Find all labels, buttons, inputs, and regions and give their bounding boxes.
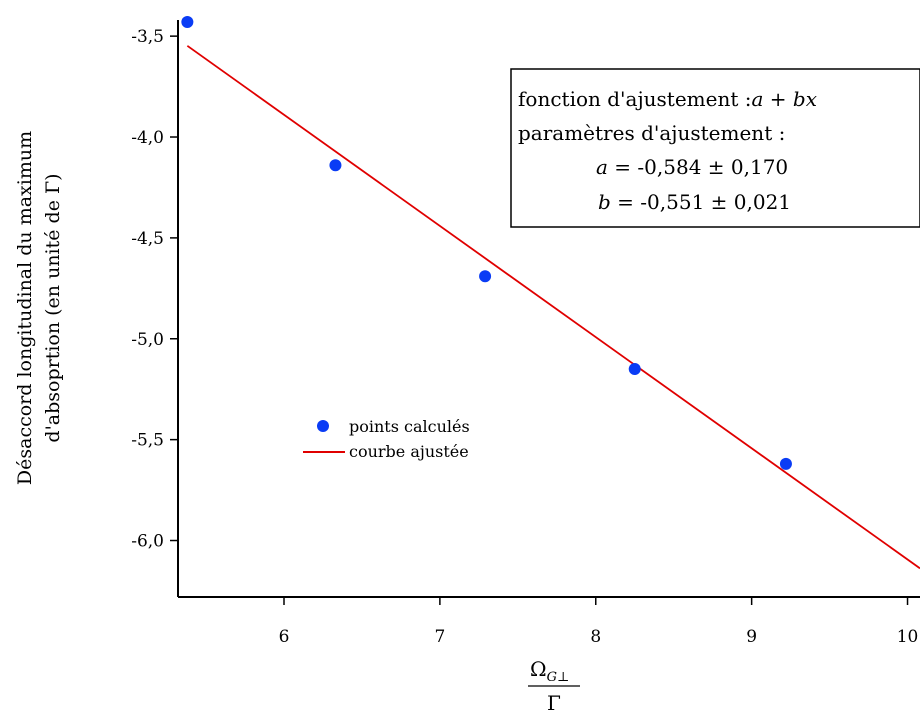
fit-parameter-b: b = -0,551 ± 0,021 — [598, 190, 791, 214]
y-axis-label-line1: Désaccord longitudinal du maximum — [14, 131, 36, 485]
legend-label-points: points calculés — [349, 417, 470, 436]
x-tick-label: 9 — [746, 627, 757, 647]
y-tick-label: -5,0 — [131, 330, 164, 350]
x-tick-label: 6 — [279, 627, 290, 647]
fit-parameters-box-border — [510, 68, 920, 228]
legend-marker-points — [317, 420, 329, 432]
x-axis-label: ΩG⊥ Γ — [528, 657, 580, 715]
y-tick-label: -5,5 — [131, 431, 164, 451]
fit-function-text: fonction d'ajustement :a + bx — [518, 87, 817, 111]
data-point — [329, 159, 342, 172]
data-point — [779, 457, 792, 470]
y-tick-label: -6,0 — [131, 532, 164, 552]
x-axis-label-numerator: ΩG⊥ — [530, 657, 569, 685]
fit-parameters-box: fonction d'ajustement :a + bx paramètres… — [510, 68, 920, 228]
y-axis-label: Désaccord longitudinal du maximum d'abso… — [14, 131, 64, 485]
legend: points calculés courbe ajustée — [303, 417, 470, 461]
y-tick-label: -3,5 — [131, 27, 164, 47]
x-tick-label: 8 — [590, 627, 601, 647]
fit-parameter-a: a = -0,584 ± 0,170 — [596, 155, 788, 179]
y-axis-label-line2: d'absoprtion (en unité de Γ) — [42, 173, 64, 442]
data-point — [628, 363, 641, 376]
fit-line-group — [186, 45, 920, 570]
y-tick-label: -4,5 — [131, 229, 164, 249]
x-tick-label: 10 — [897, 627, 919, 647]
y-ticks: -3,5 -4,0 -4,5 -5,0 -5,5 -6,0 — [131, 27, 178, 552]
legend-label-fit-line: courbe ajustée — [349, 442, 469, 461]
y-tick-label: -4,0 — [131, 128, 164, 148]
x-axis-label-denominator: Γ — [547, 691, 561, 715]
data-point — [181, 16, 194, 29]
fit-line — [186, 45, 920, 570]
data-point — [479, 270, 492, 283]
fit-parameters-heading: paramètres d'ajustement : — [518, 121, 785, 145]
scatter-points-group — [181, 16, 792, 470]
x-ticks: 6 7 8 9 10 — [279, 597, 919, 647]
x-tick-label: 7 — [434, 627, 445, 647]
